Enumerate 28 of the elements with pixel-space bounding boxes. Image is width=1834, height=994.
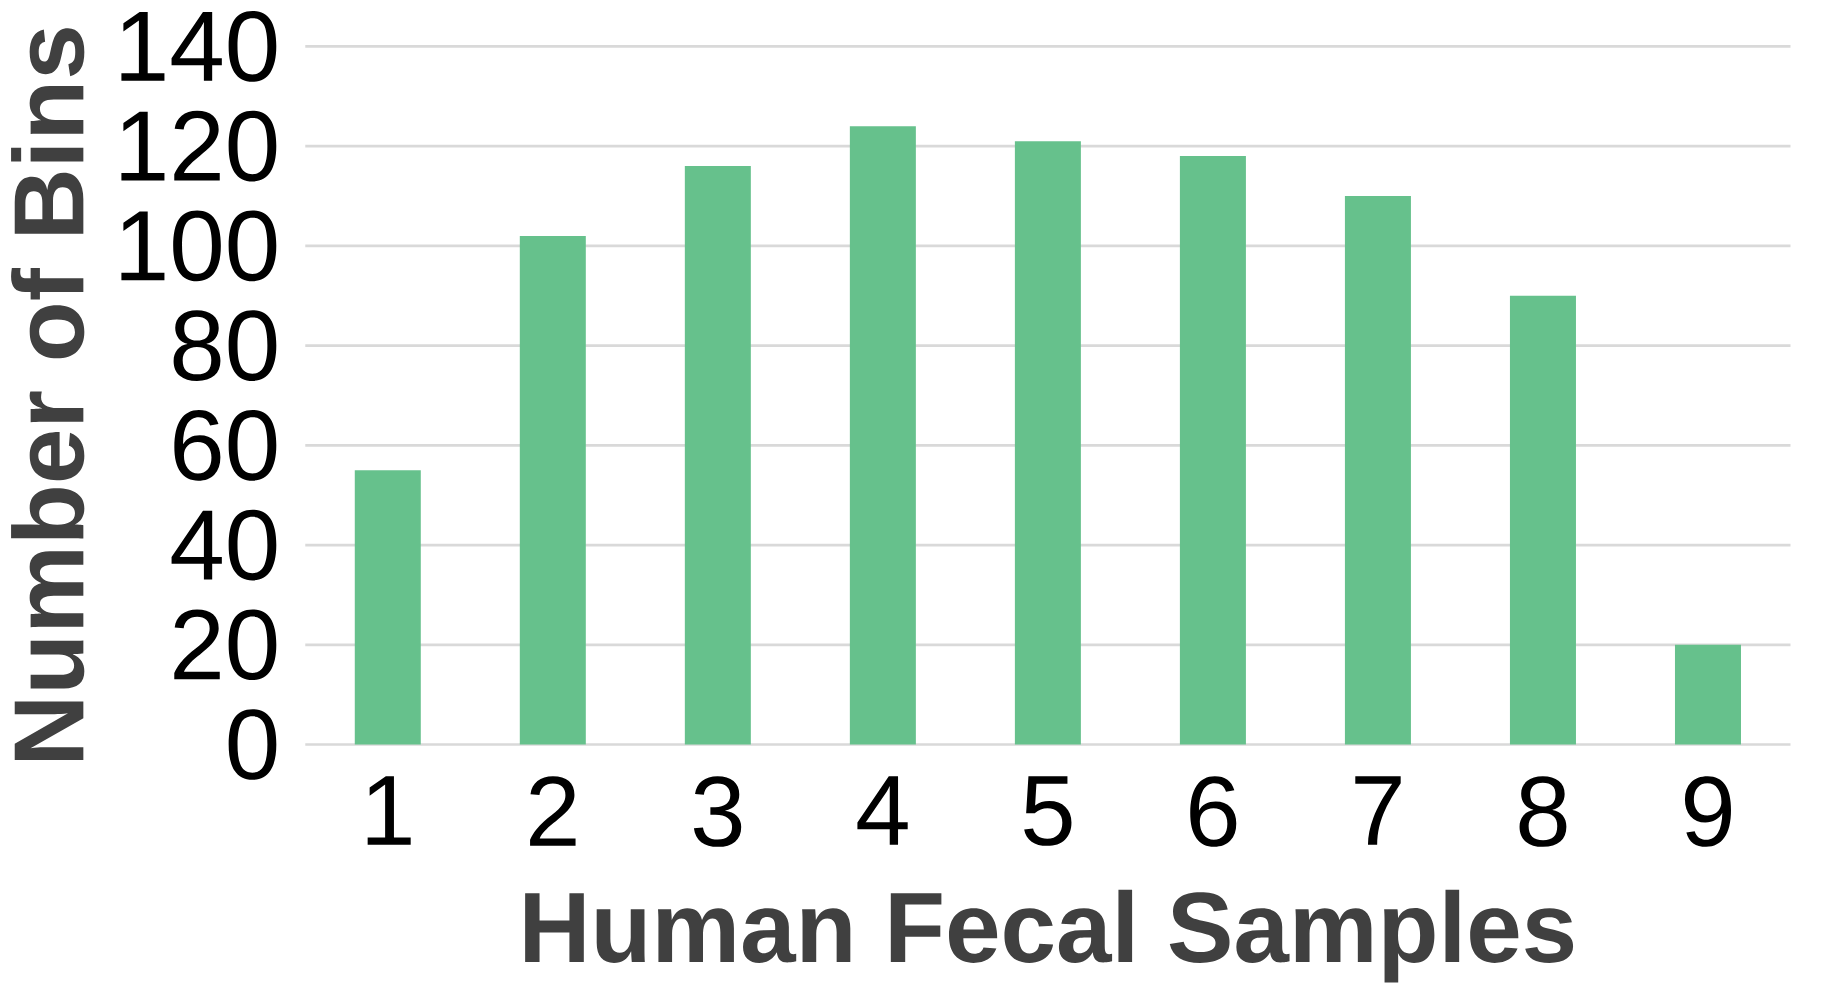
bar bbox=[684, 166, 751, 745]
bar bbox=[519, 236, 586, 745]
y-tick-label: 80 bbox=[173, 310, 277, 382]
y-tick-label: 20 bbox=[174, 609, 277, 681]
bar bbox=[1014, 141, 1081, 745]
bar bbox=[1509, 295, 1576, 745]
bar bbox=[1179, 156, 1246, 745]
x-tick-label: 1 bbox=[367, 776, 411, 845]
y-tick-label: 40 bbox=[171, 509, 277, 581]
y-tick-label: 120 bbox=[121, 110, 277, 182]
x-tick-label: 8 bbox=[1519, 776, 1567, 848]
y-tick-label: 0 bbox=[228, 709, 277, 781]
x-tick-label: 2 bbox=[530, 776, 576, 847]
bar bbox=[354, 470, 421, 745]
bar bbox=[849, 126, 916, 745]
x-tick-label: 7 bbox=[1355, 776, 1401, 845]
x-tick-label: 5 bbox=[1024, 776, 1072, 846]
y-tick-label: 140 bbox=[121, 11, 277, 82]
x-tick-label: 6 bbox=[1190, 776, 1237, 848]
x-tick-label: 4 bbox=[857, 776, 908, 845]
y-tick-label: 60 bbox=[174, 410, 277, 481]
x-tick-label: 9 bbox=[1684, 776, 1731, 848]
y-axis-title: Number of Bins bbox=[11, 28, 85, 761]
x-axis-title: Human Fecal Samples bbox=[525, 889, 1574, 983]
bar bbox=[1674, 644, 1741, 745]
bar bbox=[1344, 196, 1411, 745]
x-tick-label: 3 bbox=[693, 776, 742, 848]
y-tick-label: 100 bbox=[121, 210, 277, 282]
